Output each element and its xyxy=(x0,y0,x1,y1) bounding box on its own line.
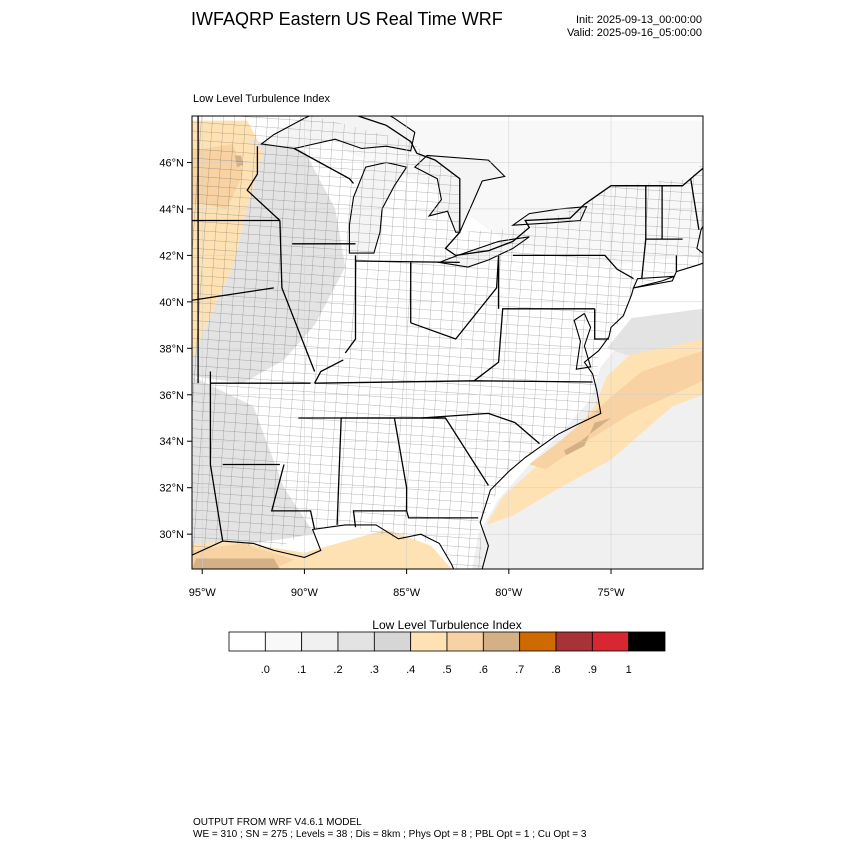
state-border xyxy=(473,308,595,382)
footer-model: OUTPUT FROM WRF V4.6.1 MODEL xyxy=(193,817,362,828)
field-north-atlantic-inner xyxy=(606,308,703,356)
state-borders xyxy=(192,116,700,542)
lat-tick-label: 46°N xyxy=(159,157,184,169)
colorbar-swatch xyxy=(301,631,339,652)
state-border xyxy=(410,255,500,340)
footer-config: WE = 310 ; SN = 275 ; Levels = 38 ; Dis … xyxy=(193,829,587,840)
colorbar-swatch xyxy=(591,631,630,652)
state-border xyxy=(690,178,700,230)
lon-tick-label: 90°W xyxy=(291,587,319,599)
lat-lon-grid xyxy=(192,116,703,569)
state-border xyxy=(314,359,344,384)
init-time: Init: 2025-09-13_00:00:00 xyxy=(576,14,702,26)
colorbar-label: .7 xyxy=(515,664,524,676)
colorbar: .0 .1 .2 .3 .4 .5 .6 .7 .8 .9 1 xyxy=(228,631,666,676)
coastline xyxy=(192,524,455,569)
international-border xyxy=(304,116,703,257)
state-border xyxy=(594,308,609,340)
colorbar-label: 1 xyxy=(626,664,632,676)
colorbar-swatch xyxy=(555,631,593,652)
coastline xyxy=(632,275,675,289)
colorbar-swatch xyxy=(519,631,557,652)
colorbar-swatch xyxy=(228,631,266,652)
colorbar-swatch xyxy=(373,631,412,652)
colorbar-swatch xyxy=(628,631,666,652)
state-border xyxy=(420,412,540,445)
state-border xyxy=(293,147,354,184)
colorbar-label: .8 xyxy=(551,664,560,676)
colorbar-swatch xyxy=(337,631,375,652)
field-texas-peak xyxy=(192,558,280,569)
lon-tick-label: 75°W xyxy=(598,587,626,599)
lat-tick-label: 36°N xyxy=(159,390,184,402)
state-border xyxy=(405,510,479,519)
colorbar-label: .3 xyxy=(370,664,379,676)
county-boundaries xyxy=(192,116,703,569)
lat-tick-label: 42°N xyxy=(159,250,184,262)
colorbar-swatch xyxy=(446,631,484,652)
colorbar-label: .6 xyxy=(479,664,488,676)
colorbar-label: .0 xyxy=(261,664,270,676)
lon-tick-label: 80°W xyxy=(495,587,523,599)
panel-title: Low Level Turbulence Index xyxy=(193,93,330,105)
state-border xyxy=(270,464,316,530)
state-border xyxy=(192,287,274,301)
coastlines xyxy=(192,225,703,569)
lat-tick-label: 30°N xyxy=(159,529,184,541)
colorbar-label: .2 xyxy=(333,664,342,676)
lon-tick-label: 95°W xyxy=(189,587,217,599)
state-border xyxy=(394,417,489,486)
colorbar-label: .5 xyxy=(442,664,451,676)
state-border xyxy=(344,255,357,354)
colorbar-label: .4 xyxy=(406,664,415,676)
lat-tick-label: 38°N xyxy=(159,343,184,355)
state-border xyxy=(355,260,460,264)
coastline xyxy=(573,313,592,370)
colorbar-swatch xyxy=(264,631,303,652)
state-border xyxy=(512,254,634,280)
map-frame xyxy=(191,115,704,570)
colorbar-label: .9 xyxy=(588,664,597,676)
colorbar-swatch xyxy=(410,631,448,652)
lat-tick-label: 44°N xyxy=(159,204,184,216)
lat-tick-label: 40°N xyxy=(159,297,184,309)
state-border xyxy=(341,417,408,528)
lat-tick-label: 32°N xyxy=(159,483,184,495)
lat-tick-label: 34°N xyxy=(159,436,184,448)
axis-ticks: 30°N 32°N 34°N 36°N 38°N 40°N 42°N 44°N 46°N 95°W… xyxy=(159,157,625,599)
valid-time: Valid: 2025-09-16_05:00:00 xyxy=(567,27,702,39)
field-gulf-stream xyxy=(529,350,703,470)
colorbar-title: Low Level Turbulence Index xyxy=(372,618,522,632)
colorbar-swatch xyxy=(482,631,521,652)
state-border xyxy=(279,220,316,372)
coastline xyxy=(479,225,703,569)
state-border xyxy=(209,371,224,542)
lon-tick-label: 85°W xyxy=(393,587,421,599)
state-border xyxy=(246,146,281,221)
main-title: IWFAQRP Eastern US Real Time WRF xyxy=(191,9,503,29)
colorbar-label: .1 xyxy=(297,664,306,676)
field-hatteras-core xyxy=(564,418,611,456)
us-canada-border xyxy=(304,116,703,257)
